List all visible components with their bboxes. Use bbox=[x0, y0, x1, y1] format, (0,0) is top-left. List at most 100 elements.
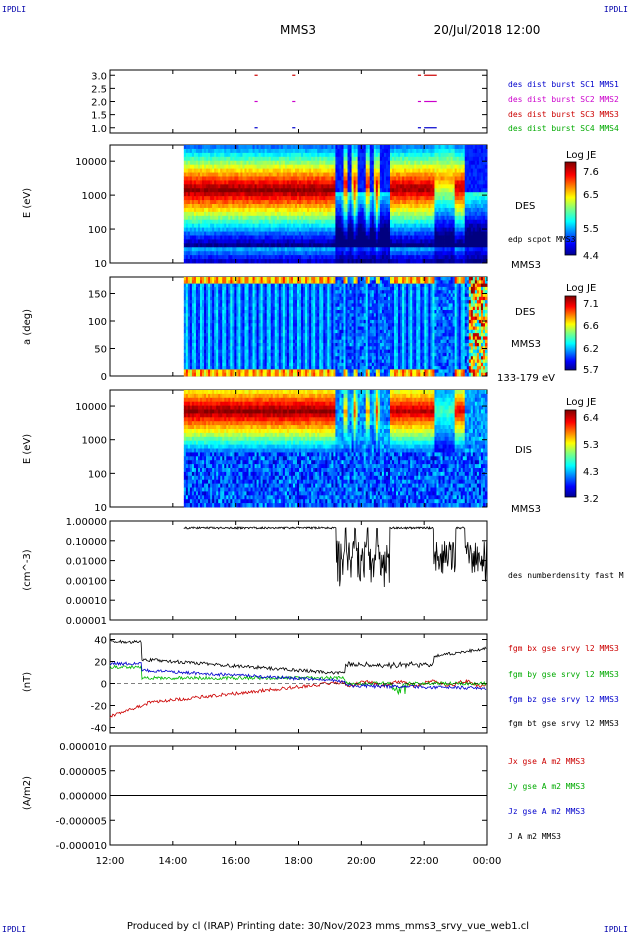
spectrogram-cell bbox=[315, 219, 318, 225]
spectrogram-cell bbox=[317, 211, 320, 217]
spectrogram-cell bbox=[252, 207, 255, 213]
spectrogram-cell bbox=[236, 235, 239, 240]
spectrogram-cell bbox=[220, 164, 223, 169]
spectrogram-cell bbox=[305, 145, 308, 150]
spectrogram-cell bbox=[242, 204, 245, 209]
spectrogram-cell bbox=[317, 148, 320, 154]
spectrogram-cell bbox=[236, 164, 239, 169]
spectrogram-cell bbox=[305, 164, 308, 169]
spectrogram-cell bbox=[216, 211, 219, 217]
spectrogram-cell bbox=[238, 223, 241, 228]
spectrogram-cell bbox=[250, 227, 253, 232]
spectrogram-cell bbox=[369, 247, 373, 252]
spectrogram-cell bbox=[278, 219, 282, 225]
spectrogram-cell bbox=[204, 243, 207, 248]
spectrogram-cell bbox=[212, 227, 215, 232]
spectrogram-cell bbox=[292, 215, 296, 221]
spectrogram-cell bbox=[268, 235, 272, 240]
spectrogram-cell bbox=[195, 239, 199, 244]
spectrogram-cell bbox=[244, 207, 247, 213]
spectrogram-cell bbox=[335, 156, 338, 162]
spectrogram-cell bbox=[315, 231, 318, 236]
spectrogram-cell bbox=[246, 239, 249, 244]
spectrogram-cell bbox=[276, 188, 280, 193]
spectrogram-cell bbox=[244, 247, 247, 252]
spectrogram-cell bbox=[250, 207, 253, 213]
spectrogram-cell bbox=[256, 215, 260, 221]
spectrogram-cell bbox=[240, 247, 243, 252]
spectrogram-cell bbox=[228, 231, 231, 236]
spectrogram-cell bbox=[216, 148, 219, 154]
spectrogram-cell bbox=[202, 231, 205, 236]
spectrogram-cell bbox=[220, 184, 223, 189]
spectrogram-cell bbox=[351, 184, 354, 189]
spectrogram-cell bbox=[303, 231, 306, 236]
spectrogram-cell bbox=[254, 219, 257, 225]
spectrogram-cell bbox=[345, 231, 348, 236]
spectrogram-cell bbox=[301, 192, 304, 197]
spectrogram-cell bbox=[276, 148, 280, 154]
spectrogram-cell bbox=[333, 168, 336, 173]
spectrogram-cell bbox=[280, 168, 284, 173]
spectrogram-cell bbox=[195, 211, 199, 217]
spectrogram-cell bbox=[276, 200, 280, 205]
spectrogram-cell bbox=[224, 152, 227, 158]
spectrogram-cell bbox=[353, 227, 357, 232]
spectrogram-cell bbox=[321, 211, 324, 217]
spectrogram-cell bbox=[297, 223, 300, 228]
spectrogram-cell bbox=[345, 160, 348, 166]
spectrogram-cell bbox=[297, 168, 300, 173]
spectrogram-cell bbox=[189, 188, 193, 193]
spectrogram-cell bbox=[367, 207, 371, 213]
spectrogram-cell bbox=[365, 247, 369, 252]
spectrogram-cell bbox=[288, 168, 292, 173]
spectrogram-cell bbox=[345, 211, 348, 217]
spectrogram-cell bbox=[321, 148, 324, 154]
spectrogram-cell bbox=[220, 172, 223, 177]
spectrogram-cell bbox=[290, 255, 294, 260]
spectrogram-cell bbox=[228, 259, 231, 264]
spectrogram-cell bbox=[220, 148, 223, 154]
spectrogram-cell bbox=[339, 172, 342, 177]
spectrogram-cell bbox=[309, 247, 312, 252]
spectrogram-cell bbox=[347, 148, 350, 154]
spectrogram-cell bbox=[232, 219, 235, 225]
spectrogram-cell bbox=[484, 239, 488, 244]
spectrogram-cell bbox=[309, 211, 312, 217]
spectrogram-cell bbox=[276, 192, 280, 197]
spectrogram-cell bbox=[208, 184, 211, 189]
spectrogram-cell bbox=[353, 231, 357, 236]
spectrogram-cell bbox=[189, 152, 193, 158]
spectrogram-cell bbox=[183, 200, 187, 205]
spectrogram-cell bbox=[208, 251, 211, 256]
spectrogram-cell bbox=[236, 207, 239, 213]
spectrogram-cell bbox=[270, 148, 274, 154]
spectrogram-cell bbox=[214, 172, 217, 177]
spectrogram-cell bbox=[258, 184, 262, 189]
spectrogram-cell bbox=[250, 255, 253, 260]
spectrogram-cell bbox=[248, 247, 251, 252]
spectrogram-cell bbox=[222, 215, 225, 221]
spectrogram-cell bbox=[187, 239, 191, 244]
spectrogram-cell bbox=[202, 239, 205, 244]
spectrogram-cell bbox=[258, 215, 262, 221]
spectrogram-cell bbox=[339, 180, 342, 185]
spectrogram-cell bbox=[343, 215, 346, 221]
spectrogram-cell bbox=[206, 207, 209, 213]
spectrogram-cell bbox=[361, 247, 365, 252]
spectrogram-cell bbox=[353, 200, 357, 205]
spectrogram-cell bbox=[309, 227, 312, 232]
spectrogram-cell bbox=[280, 239, 284, 244]
spectrogram-cell bbox=[307, 176, 310, 181]
spectrogram-cell bbox=[299, 160, 302, 166]
spectrogram-cell bbox=[240, 255, 243, 260]
spectrogram-cell bbox=[282, 255, 286, 260]
spectrogram-cell bbox=[367, 231, 371, 236]
spectrogram-cell bbox=[244, 164, 247, 169]
spectrogram-cell bbox=[357, 145, 361, 150]
spectrogram-cell bbox=[246, 160, 249, 166]
spectrogram-cell bbox=[309, 180, 312, 185]
spectrogram-cell bbox=[369, 148, 373, 154]
spectrogram-cell bbox=[226, 192, 229, 197]
spectrogram-cell bbox=[276, 168, 280, 173]
